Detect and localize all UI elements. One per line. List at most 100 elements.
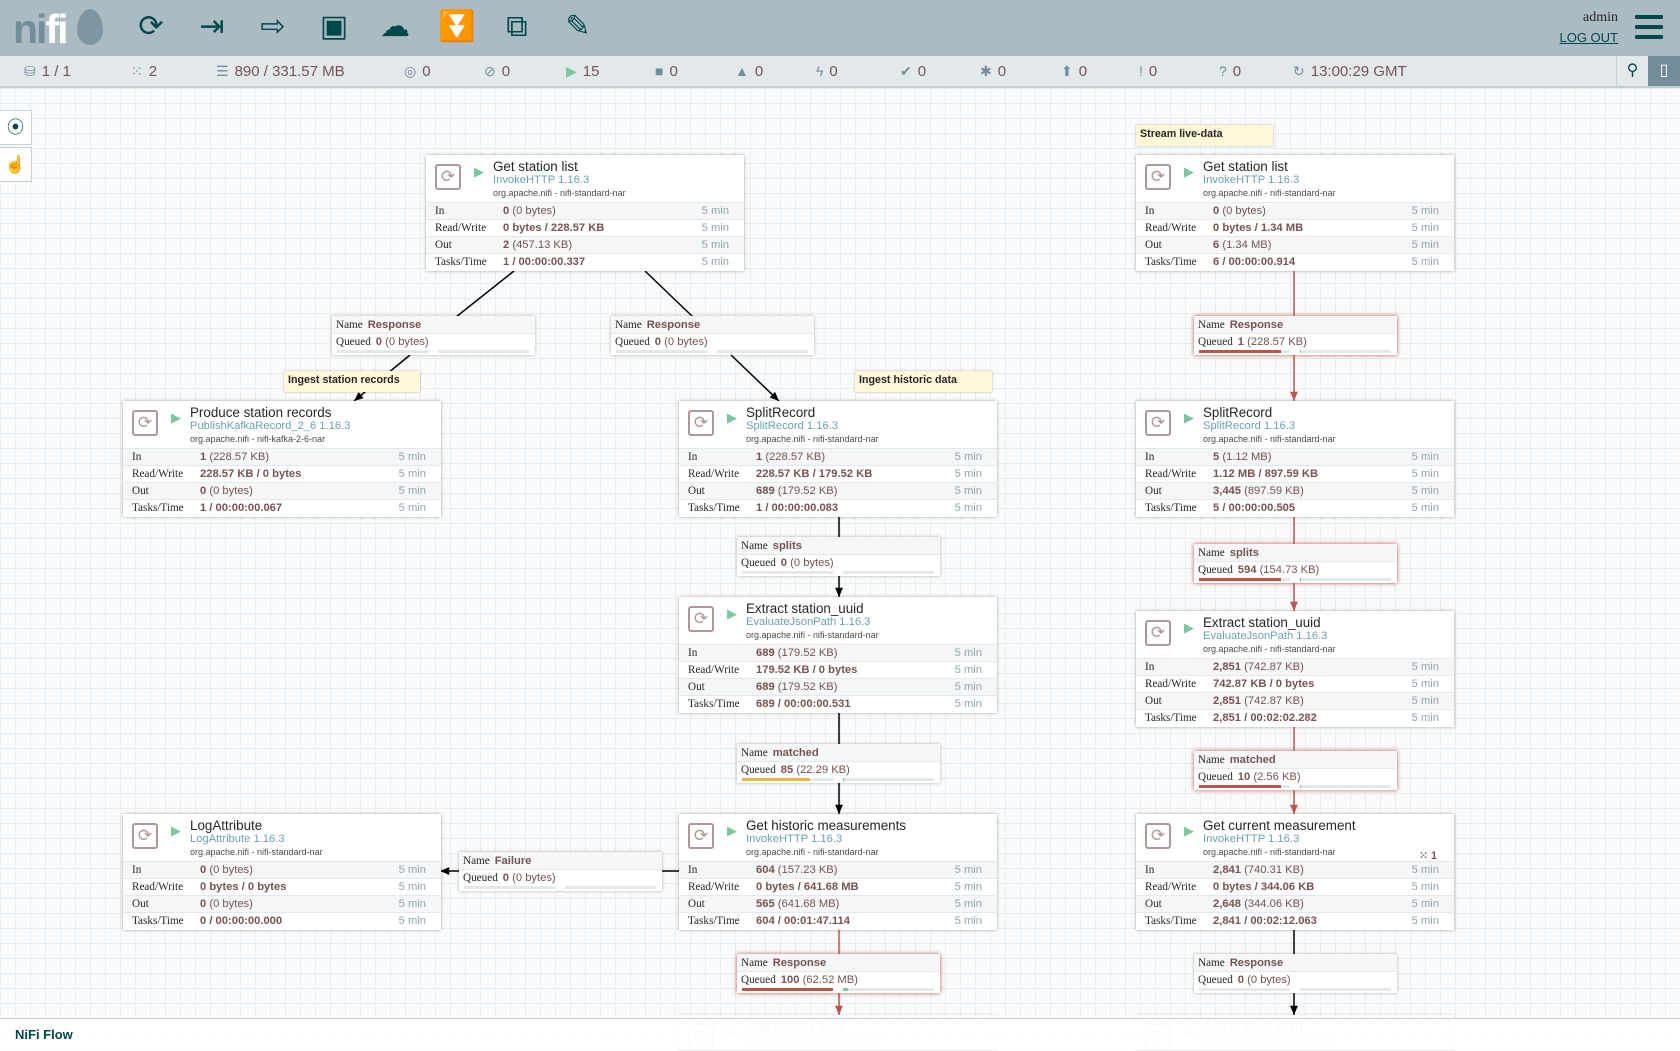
status-value: 0 xyxy=(1148,63,1158,80)
header: nifi ⟳ ⇥ ⇨ ▣ ☁ ⏬ ⧉ ✎ admin LOG OUT xyxy=(0,0,1680,56)
connection-name-row: Name splits xyxy=(737,537,940,555)
queued-size: (0 bytes) xyxy=(385,336,429,348)
connection-queued-row: Queued 100 (62.52 MB) xyxy=(737,972,940,989)
stat-value: 565 (641.68 MB) xyxy=(756,896,839,913)
processor[interactable]: ⟳ ▶ SplitRecord SplitRecord 1.16.3 org.apach… xyxy=(679,401,997,517)
connection-label[interactable]: Name Failure Queued 0 (0 bytes) xyxy=(459,852,662,891)
bulletin-board-icon[interactable]: ▯ xyxy=(1648,56,1680,86)
connection-label[interactable]: Name Response Queued 0 (0 bytes) xyxy=(1194,954,1397,993)
stat-value: 0 (0 bytes) xyxy=(200,483,253,500)
stat-label: In xyxy=(132,864,142,876)
connection-label[interactable]: Name Response Queued 0 (0 bytes) xyxy=(611,316,814,355)
refresh-icon[interactable]: ↻ xyxy=(1293,63,1305,79)
stat-count: 0 xyxy=(1213,205,1220,217)
label-icon[interactable]: ✎ xyxy=(565,10,591,43)
stat-count: 1 xyxy=(756,451,763,463)
name-label: Name xyxy=(336,319,363,331)
connection-label[interactable]: Name Response Queued 100 (62.52 MB) xyxy=(737,954,940,993)
connection-label[interactable]: Name matched Queued 10 (2.56 KB) xyxy=(1194,751,1397,790)
queued-size: (0 bytes) xyxy=(790,557,834,569)
processor-name: Get station list xyxy=(493,159,578,174)
backpressure-size-bar xyxy=(565,886,656,889)
flow-canvas[interactable]: ⟳ ▶ Get station list InvokeHTTP 1.16.3 org.a… xyxy=(0,88,1680,1050)
process-group-icon[interactable]: ▣ xyxy=(319,10,349,43)
flow-label[interactable]: Ingest station records xyxy=(284,371,420,392)
stat-label: Read/Write xyxy=(688,881,740,893)
connection-label[interactable]: Name Response Queued 1 (228.57 KB) xyxy=(1194,316,1397,355)
connection-path[interactable] xyxy=(644,270,694,318)
flow-label[interactable]: Ingest historic data xyxy=(855,371,992,392)
status-refresh: ↻ 13:00:29 GMT xyxy=(1293,63,1407,80)
stat-window: 5 min xyxy=(1411,502,1439,514)
queued-size: (22.29 KB) xyxy=(796,764,850,776)
not-transmitting-icon: ⊘ xyxy=(484,63,496,79)
stat-value: 604 (157.23 KB) xyxy=(756,862,837,879)
stat-window: 5 min xyxy=(1411,661,1439,673)
stat-label: In xyxy=(688,864,698,876)
operate-palette-toggle[interactable]: ☝ xyxy=(0,147,32,182)
output-port-icon[interactable]: ⇨ xyxy=(260,10,286,43)
stat-value: 179.52 KB / 0 bytes xyxy=(756,662,857,679)
stat-count: 2,851 / 00:02:02.282 xyxy=(1213,712,1317,724)
processor[interactable]: ⟳ ▶ Get station list InvokeHTTP 1.16.3 org.a… xyxy=(1136,155,1454,271)
stat-count: 0 bytes / 0 bytes xyxy=(200,881,287,893)
template-icon[interactable]: ⧉ xyxy=(506,10,528,43)
stat-value: 5 / 00:00:00.505 xyxy=(1213,500,1295,517)
processor-name: Get station list xyxy=(1203,159,1288,174)
stat-count: 5 / 00:00:00.505 xyxy=(1213,502,1296,514)
remote-process-group-icon[interactable]: ☁ xyxy=(380,10,410,43)
connection-path[interactable] xyxy=(730,354,780,402)
backpressure-fill xyxy=(843,988,849,991)
stat-row-rw: Read/Write 228.57 KB / 179.52 KB 5 min xyxy=(679,465,997,482)
connection-name: Response xyxy=(1229,957,1284,969)
processor[interactable]: ⟳ ▶ Extract station_uuid EvaluateJsonPath 1… xyxy=(679,597,997,713)
stat-count: 604 xyxy=(756,864,775,876)
arrow-head-icon xyxy=(1290,601,1298,611)
navigate-palette-toggle[interactable]: ⦿ xyxy=(0,110,32,145)
stat-label: In xyxy=(688,451,698,463)
stat-label: In xyxy=(132,451,142,463)
stat-value: 689 (179.52 KB) xyxy=(756,645,837,662)
processor[interactable]: ⟳ ▶ SplitRecord SplitRecord 1.16.3 org.apach… xyxy=(1136,401,1454,517)
global-menu-button[interactable] xyxy=(1635,15,1663,45)
stat-count: 6 xyxy=(1213,239,1220,251)
connection-path[interactable] xyxy=(455,270,515,318)
stat-window: 5 min xyxy=(954,864,982,876)
input-port-icon[interactable]: ⇥ xyxy=(199,10,225,43)
connection-label[interactable]: Name splits Queued 594 (154.73 KB) xyxy=(1194,544,1397,583)
connection-label[interactable]: Name Response Queued 0 (0 bytes) xyxy=(332,316,535,355)
stat-value: 689 / 00:00:00.531 xyxy=(756,696,851,713)
processor[interactable]: ⟳ ▶ Get current measurement InvokeHTTP 1.16… xyxy=(1136,814,1454,930)
status-value: 2 xyxy=(148,63,158,80)
search-icon[interactable]: ⚲ xyxy=(1616,56,1648,86)
connection-label[interactable]: Name matched Queued 85 (22.29 KB) xyxy=(737,744,940,783)
logout-link[interactable]: LOG OUT xyxy=(1559,30,1618,45)
stat-size: (228.57 KB) xyxy=(765,451,826,463)
processor[interactable]: ⟳ ▶ Get station list InvokeHTTP 1.16.3 org.a… xyxy=(426,155,744,271)
processor[interactable]: ⟳ ▶ Produce station records PublishKafkaRec… xyxy=(123,401,441,517)
processor-type: SplitRecord 1.16.3 xyxy=(746,420,839,432)
queued-label: Queued xyxy=(741,974,776,986)
stat-label: Read/Write xyxy=(688,468,740,480)
stat-window: 5 min xyxy=(398,502,426,514)
stale-icon: ⬆ xyxy=(1061,63,1073,79)
processor[interactable]: ⟳ ▶ LogAttribute LogAttribute 1.16.3 org.apa… xyxy=(123,814,441,930)
running-icon: ▶ xyxy=(171,823,181,838)
processor-icon[interactable]: ⟳ xyxy=(138,10,164,43)
stat-window: 5 min xyxy=(1411,205,1439,217)
processor[interactable]: ⟳ ▶ Get historic measurements InvokeHTTP 1.… xyxy=(679,814,997,930)
queued-count: 0 xyxy=(375,336,383,348)
backpressure-object-bar xyxy=(1199,350,1290,353)
stat-count: 5 xyxy=(1213,451,1220,463)
processor-type: InvokeHTTP 1.16.3 xyxy=(493,174,590,186)
stat-count: 1 xyxy=(200,451,207,463)
backpressure-fill xyxy=(1199,350,1281,353)
connection-label[interactable]: Name splits Queued 0 (0 bytes) xyxy=(737,537,940,576)
stat-row-in: In 2,851 (742.87 KB) 5 min xyxy=(1136,658,1454,675)
funnel-icon[interactable]: ⏬ xyxy=(438,10,476,43)
breadcrumb[interactable]: NiFi Flow xyxy=(0,1018,1680,1050)
flow-label[interactable]: Stream live-data xyxy=(1136,125,1273,146)
processor[interactable]: ⟳ ▶ Extract station_uuid EvaluateJsonPath 1… xyxy=(1136,611,1454,727)
stat-value: 0 bytes / 641.68 MB xyxy=(756,879,859,896)
stat-window: 5 min xyxy=(1411,712,1439,724)
